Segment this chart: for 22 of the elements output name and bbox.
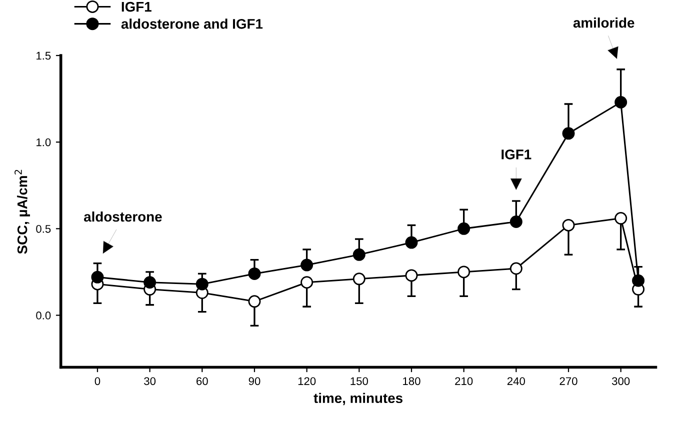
y-tick-label: 1.5 bbox=[36, 52, 51, 60]
y-tick-label: 0.0 bbox=[36, 312, 51, 320]
x-tick-label: 180 bbox=[403, 377, 420, 386]
legend-label: IGF1 bbox=[122, 2, 152, 12]
x-axis-title: time, minutes bbox=[314, 392, 402, 406]
x-tick-label: 120 bbox=[298, 377, 316, 386]
y-tick-label: 1.0 bbox=[36, 138, 51, 146]
x-tick-label: 300 bbox=[612, 377, 630, 386]
x-tick-label: 150 bbox=[350, 377, 368, 386]
x-tick-label: 30 bbox=[144, 377, 156, 386]
x-tick-label: 210 bbox=[455, 377, 473, 386]
annotation: amiloride bbox=[573, 18, 634, 28]
x-tick-label: 270 bbox=[560, 377, 578, 386]
annotation: IGF1 bbox=[502, 150, 532, 160]
x-tick-label: 60 bbox=[196, 377, 208, 386]
x-tick-label: 240 bbox=[507, 377, 525, 386]
y-tick-label: 0.5 bbox=[36, 224, 51, 233]
legend-label: aldosterone and IGF1 bbox=[121, 18, 263, 29]
annotation: aldosterone bbox=[84, 211, 162, 222]
y-axis-title: SCC, µA/cm$^{2}$ bbox=[14, 170, 30, 254]
x-tick-label: 0 bbox=[94, 377, 100, 386]
x-tick-label: 90 bbox=[248, 377, 260, 386]
